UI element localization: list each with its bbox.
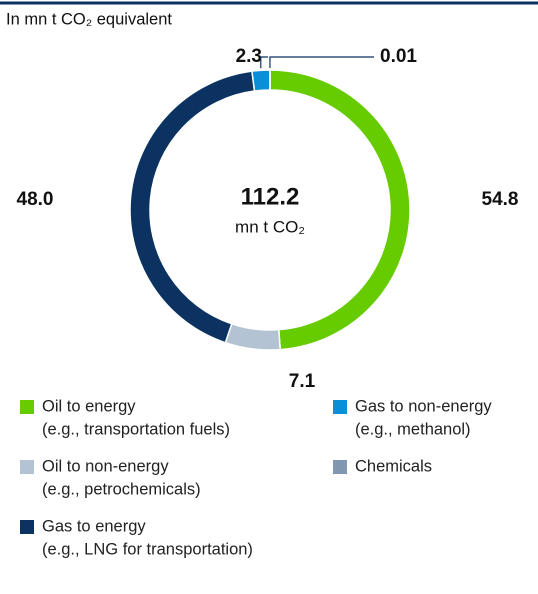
- donut-segment: [130, 71, 255, 343]
- legend-label: Oil to energy: [42, 397, 136, 415]
- donut-segment: [225, 324, 280, 350]
- legend-label: Oil to non-energy: [42, 457, 169, 475]
- legend-label: Gas to non-energy: [355, 397, 492, 415]
- legend-swatch: [20, 400, 34, 414]
- data-label: 2.3: [236, 46, 262, 67]
- chart-title: In mn t CO₂ equivalent: [6, 10, 172, 28]
- legend-swatch: [20, 460, 34, 474]
- center-total: 112.2: [241, 183, 300, 210]
- legend-detail: (e.g., LNG for transportation): [42, 540, 253, 558]
- data-label: 0.01: [380, 46, 417, 67]
- legend-detail: (e.g., transportation fuels): [42, 420, 230, 438]
- data-label: 48.0: [17, 189, 54, 210]
- data-label: 7.1: [289, 371, 316, 392]
- leader-line: [270, 57, 374, 68]
- legend-swatch: [333, 400, 347, 414]
- legend-swatch: [333, 460, 347, 474]
- legend-swatch: [20, 520, 34, 534]
- legend-detail: (e.g., methanol): [355, 420, 471, 438]
- legend-label: Chemicals: [355, 457, 432, 475]
- donut-segment: [252, 70, 270, 91]
- data-label: 54.8: [482, 189, 519, 210]
- legend-detail: (e.g., petrochemicals): [42, 480, 201, 498]
- legend-label: Gas to energy: [42, 517, 146, 535]
- center-unit: mn t CO₂: [235, 217, 305, 236]
